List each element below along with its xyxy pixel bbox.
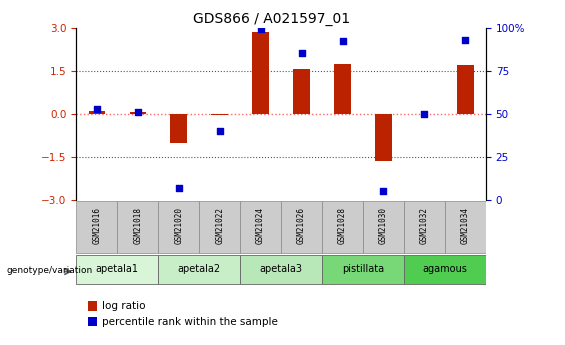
- Bar: [89, 111, 105, 114]
- Text: GSM21018: GSM21018: [133, 207, 142, 244]
- Bar: [334, 63, 351, 114]
- Text: GSM21026: GSM21026: [297, 207, 306, 244]
- Point: [92, 106, 101, 111]
- Text: GDS866 / A021597_01: GDS866 / A021597_01: [193, 12, 350, 26]
- Bar: [76, 255, 158, 284]
- Bar: [457, 65, 473, 114]
- Text: GSM21020: GSM21020: [174, 207, 183, 244]
- Bar: [158, 201, 199, 253]
- Text: percentile rank within the sample: percentile rank within the sample: [102, 316, 278, 326]
- Text: GSM21016: GSM21016: [92, 207, 101, 244]
- Point: [297, 51, 306, 56]
- Point: [256, 27, 265, 32]
- Text: GSM21024: GSM21024: [256, 207, 265, 244]
- Point: [174, 185, 183, 191]
- Text: GSM21022: GSM21022: [215, 207, 224, 244]
- Point: [338, 39, 347, 44]
- Bar: [118, 201, 158, 253]
- Bar: [404, 201, 445, 253]
- Bar: [281, 201, 322, 253]
- Bar: [129, 112, 146, 114]
- Text: apetala2: apetala2: [177, 265, 221, 274]
- Point: [215, 128, 224, 134]
- Text: GSM21030: GSM21030: [379, 207, 388, 244]
- Bar: [199, 201, 240, 253]
- Text: log ratio: log ratio: [102, 301, 146, 311]
- Point: [420, 111, 429, 117]
- Bar: [211, 114, 228, 115]
- Point: [461, 37, 470, 42]
- Text: apetala3: apetala3: [259, 265, 303, 274]
- Bar: [322, 201, 363, 253]
- Bar: [158, 255, 240, 284]
- Bar: [363, 201, 404, 253]
- Text: genotype/variation: genotype/variation: [7, 266, 93, 275]
- Text: GSM21032: GSM21032: [420, 207, 429, 244]
- Text: pistillata: pistillata: [342, 265, 384, 274]
- Bar: [375, 114, 392, 161]
- Bar: [293, 69, 310, 114]
- Text: GSM21028: GSM21028: [338, 207, 347, 244]
- Text: agamous: agamous: [423, 265, 467, 274]
- Bar: [253, 32, 269, 114]
- Text: GSM21034: GSM21034: [461, 207, 470, 244]
- Bar: [322, 255, 404, 284]
- Bar: [445, 201, 486, 253]
- Bar: [171, 114, 187, 142]
- Bar: [404, 255, 486, 284]
- Bar: [240, 201, 281, 253]
- Point: [133, 109, 142, 115]
- Bar: [76, 201, 117, 253]
- Text: apetala1: apetala1: [95, 265, 139, 274]
- Point: [379, 189, 388, 194]
- Bar: [240, 255, 322, 284]
